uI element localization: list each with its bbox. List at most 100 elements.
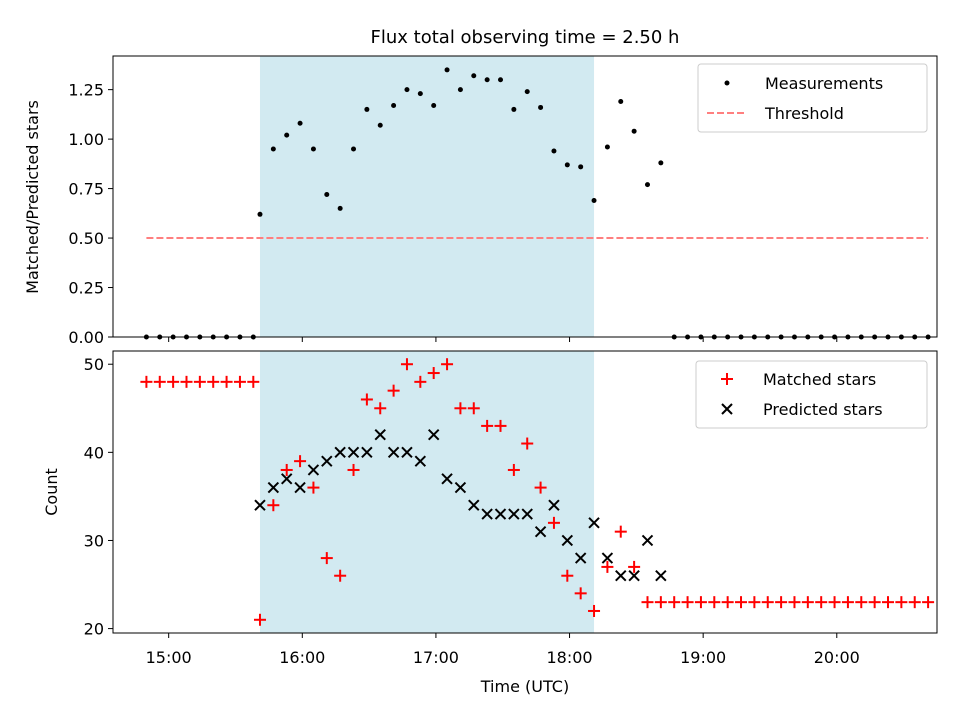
y-tick-label: 40 [84,443,104,462]
matched-star-point [534,481,547,494]
matched-star-point [574,587,587,600]
predicted-star-point [588,517,600,529]
measurement-point [644,182,650,188]
matched-star-point [601,560,614,573]
top-y-axis-label: Matched/Predicted stars [23,100,42,294]
measurement-point [618,99,624,105]
predicted-star-point [254,499,266,511]
predicted-star-point [414,455,427,467]
matched-star-point [908,596,921,609]
matched-star-point [588,604,601,617]
measurement-point [444,67,450,73]
measurement-point [457,87,463,93]
matched-star-point [828,596,841,609]
top-marks [143,67,931,340]
predicted-star-point [601,552,614,564]
matched-star-point [207,375,220,388]
predicted-star-point [401,446,413,459]
matched-star-point [180,375,193,388]
measurement-point [551,148,557,154]
bottom-marks [140,358,935,626]
matched-star-point [233,375,246,388]
legend-label-measurements: Measurements [765,74,883,93]
measurement-point [484,77,490,83]
top-legend-frame [697,63,928,133]
predicted-star-point [294,481,306,494]
matched-star-point [547,516,560,529]
measurement-point [591,197,597,203]
bottom-shaded-interval [259,351,595,633]
observing-window-band [259,351,595,633]
measurement-point [257,211,263,217]
matched-star-point [167,375,180,388]
predicted-star-point [387,446,400,459]
matched-star-point [815,596,828,609]
measurement-point [658,160,664,166]
predicted-star-point [468,499,480,511]
y-tick-label: 50 [84,355,104,374]
legend-label-matched: Matched stars [763,370,876,389]
matched-star-point [507,463,520,476]
predicted-star-point [508,508,520,520]
matched-star-point [280,463,293,476]
matched-star-point [654,596,667,609]
matched-star-point [467,402,480,415]
matched-star-point [294,455,307,468]
measurement-point [404,87,410,93]
predicted-star-point [561,534,574,547]
matched-star-point [267,499,280,512]
predicted-star-point [427,429,440,441]
matched-star-point [641,596,654,609]
measurement-point [377,122,383,128]
measurement-point [431,102,437,108]
matched-star-point [481,419,494,432]
matched-star-point [374,402,387,415]
matched-star-point [668,596,681,609]
matched-star-point [441,358,454,371]
matched-star-point [721,596,734,609]
measurement-point [337,205,343,211]
y-tick-label: 20 [84,620,104,639]
y-tick-label: 1.00 [68,130,104,149]
measurement-point [471,73,477,79]
y-tick-label: 0.00 [68,328,104,347]
x-axis-label: Time (UTC) [480,677,569,696]
matched-star-point [561,569,574,582]
measurement-point [417,91,423,97]
matched-star-point [788,596,801,609]
bottom-x-ticks: 15:00 16:00 17:00 18:00 19:00 20:00 [146,633,860,667]
predicted-star-point [615,570,627,582]
observing-window-band [259,56,595,337]
measurement-point [511,106,517,112]
measurement-point [498,77,504,83]
matched-star-point [761,596,774,609]
x-tick-label: 16:00 [279,648,325,667]
matched-star-point [193,375,206,388]
matched-star-point [307,481,320,494]
matched-star-point [895,596,908,609]
matched-star-point [414,375,427,388]
top-x-ticks [168,337,838,342]
predicted-star-point [548,499,560,511]
matched-star-point [427,367,440,380]
matched-star-point [775,596,788,609]
y-tick-label: 0.75 [68,180,104,199]
predicted-star-point [441,473,453,485]
matched-star-point [247,375,260,388]
bottom-legend: Matched stars Predicted stars [695,360,928,429]
measurement-point [631,128,637,134]
matched-star-point [882,596,895,609]
predicted-star-point [334,446,346,459]
matched-star-point [628,560,641,573]
x-tick-label: 18:00 [546,648,592,667]
measurement-point [564,162,570,168]
matched-star-point [140,375,153,388]
predicted-star-point [534,525,547,538]
y-tick-label: 0.50 [68,229,104,248]
matched-star-point [220,375,233,388]
bottom-y-ticks: 20 30 40 50 [84,355,113,639]
measurement-point [578,164,584,170]
matched-star-point [735,596,748,609]
